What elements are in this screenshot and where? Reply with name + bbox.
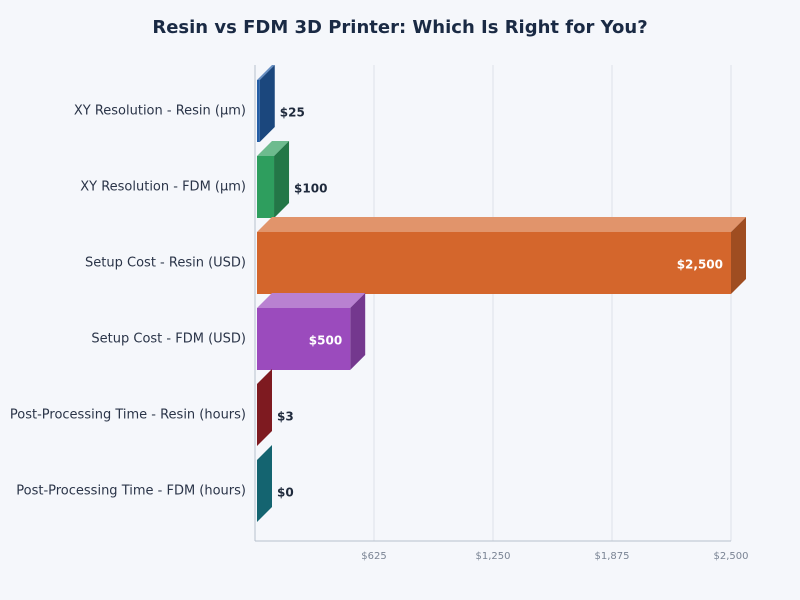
bar-side — [259, 65, 275, 142]
bar — [257, 308, 351, 370]
chart-title: Resin vs FDM 3D Printer: Which Is Right … — [152, 17, 647, 38]
value-label: $0 — [277, 486, 294, 500]
bar-top — [257, 293, 366, 308]
x-tick-label: $2,500 — [714, 551, 749, 562]
value-label: $100 — [294, 182, 327, 196]
bar-side — [257, 445, 272, 522]
y-tick-label: Setup Cost - FDM (USD) — [91, 332, 246, 347]
value-label: $500 — [309, 334, 342, 348]
bar-side — [274, 141, 290, 218]
x-tick-label: $625 — [361, 551, 386, 562]
value-label: $3 — [277, 410, 294, 424]
y-tick-label: XY Resolution - Resin (µm) — [74, 104, 246, 119]
y-tick-label: Post-Processing Time - Resin (hours) — [10, 408, 246, 423]
bar-side — [257, 369, 272, 446]
bar-top — [257, 217, 746, 232]
bar-side — [350, 293, 366, 370]
y-tick-label: XY Resolution - FDM (µm) — [80, 180, 246, 195]
bar-top — [257, 65, 275, 80]
x-tick-label: $1,875 — [595, 551, 630, 562]
y-tick-label: Post-Processing Time - FDM (hours) — [16, 484, 246, 499]
bar — [257, 80, 260, 142]
bar — [257, 156, 275, 218]
bar-top — [257, 141, 290, 156]
value-label: $2,500 — [677, 258, 723, 272]
y-tick-label: Setup Cost - Resin (USD) — [85, 256, 246, 271]
bar — [257, 232, 731, 294]
x-tick-label: $1,250 — [476, 551, 511, 562]
value-label: $25 — [280, 106, 305, 120]
bar-side — [731, 217, 746, 294]
